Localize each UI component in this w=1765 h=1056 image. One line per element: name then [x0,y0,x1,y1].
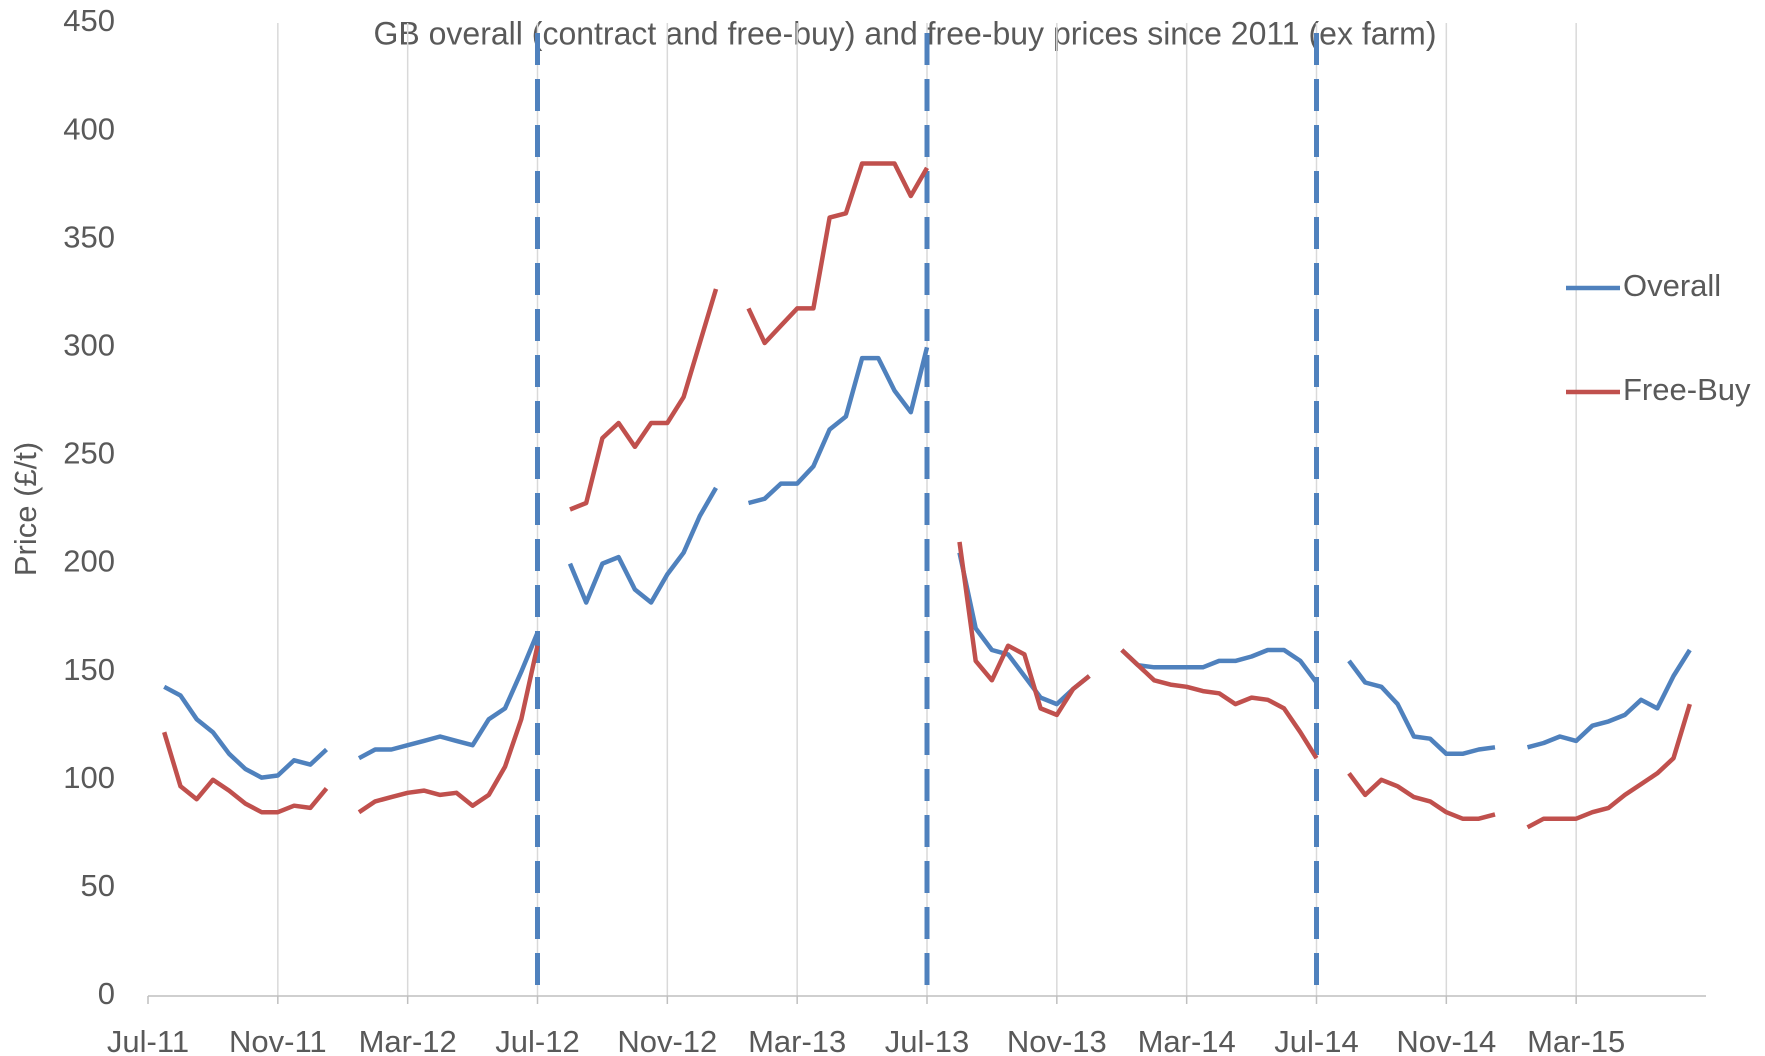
x-tick-label: Nov-14 [1396,1024,1496,1056]
series-line [162,161,1692,830]
legend-label: Free-Buy [1623,372,1751,407]
y-tick-label: 150 [63,652,115,687]
y-tick-label: 100 [63,760,115,795]
y-axis-label: Price (£/t) [8,442,43,576]
series-line [163,346,1692,780]
y-tick-label: 50 [81,868,115,903]
x-tick-label: Jul-14 [1274,1024,1358,1056]
x-tick-label: Jul-13 [885,1024,969,1056]
y-tick-label: 200 [63,544,115,579]
x-tick-label: Mar-12 [359,1024,457,1056]
y-tick-label: 0 [98,976,115,1011]
y-tick-label: 250 [63,436,115,471]
x-tick-label: Jul-12 [495,1024,579,1056]
y-tick-label: 400 [63,111,115,146]
x-tick-label: Nov-12 [617,1024,717,1056]
y-tick-label: 450 [63,3,115,38]
legend-label: Overall [1623,268,1721,303]
x-tick-label: Mar-13 [748,1024,846,1056]
x-tick-label: Mar-15 [1527,1024,1625,1056]
x-tick-label: Mar-14 [1138,1024,1236,1056]
chart-title: GB overall (contract and free-buy) and f… [374,15,1437,51]
y-tick-label: 300 [63,328,115,363]
x-tick-label: Nov-11 [229,1024,327,1056]
y-tick-label: 350 [63,219,115,254]
x-tick-label: Jul-11 [107,1024,189,1056]
x-tick-label: Nov-13 [1007,1024,1107,1056]
